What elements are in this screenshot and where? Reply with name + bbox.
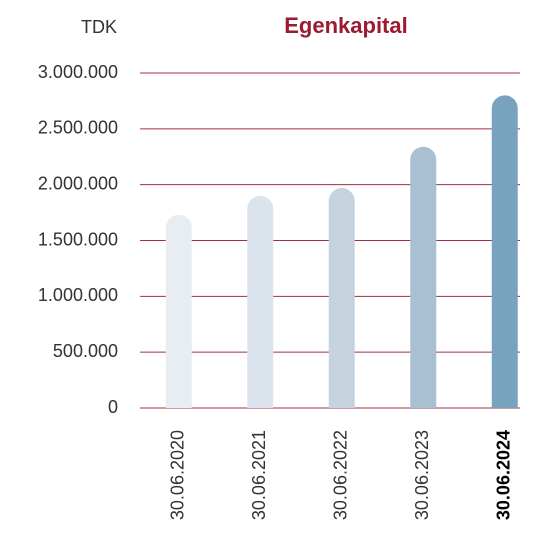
x-tick-label: 30.06.2022 [331,430,351,520]
y-tick-label: 2.000.000 [38,173,118,193]
y-tick-label: 0 [108,397,118,417]
x-tick-label: 30.06.2024 [494,430,514,520]
y-tick-label: 2.500.000 [38,118,118,138]
y-tick-label: 500.000 [53,341,118,361]
x-tick-label: 30.06.2021 [249,430,269,520]
chart-title: Egenkapital [284,13,407,38]
bar [328,188,355,408]
bar [410,146,437,408]
x-tick-label: 30.06.2020 [168,430,188,520]
x-tick-label: 30.06.2023 [412,430,432,520]
bar [491,95,518,408]
y-tick-label: 3.000.000 [38,62,118,82]
y-tick-label: 1.500.000 [38,229,118,249]
y-tick-label: 1.000.000 [38,285,118,305]
bar [247,195,274,408]
y-axis-label: TDK [81,17,117,37]
bar [165,214,192,408]
